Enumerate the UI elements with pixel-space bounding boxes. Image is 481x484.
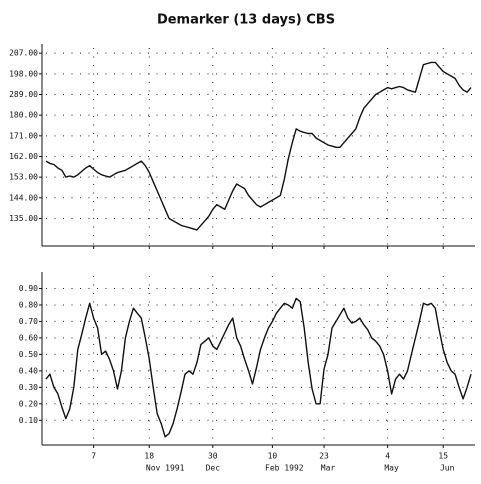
series-line: [45, 61, 472, 231]
x-tick-label: 23: [319, 452, 329, 461]
series-line: [45, 297, 472, 438]
y-tick-label: 0.60: [19, 333, 38, 342]
y-tick-label: 0.80: [19, 300, 38, 309]
x-tick-label: 18: [144, 452, 154, 461]
y-tick-label: 180.00: [9, 111, 38, 120]
y-tick-label: 0.40: [19, 366, 38, 375]
x-tick-label: 7: [91, 452, 96, 461]
month-label: Nov 1991: [146, 464, 185, 473]
y-tick-label: 162.00: [9, 152, 38, 161]
x-tick-label: 4: [385, 452, 390, 461]
month-label: Jun: [440, 464, 455, 473]
y-tick-label: 207.00: [9, 49, 38, 58]
month-label: Mar: [321, 464, 336, 473]
y-tick-label: 135.00: [9, 214, 38, 223]
y-tick-label: 171.00: [9, 131, 38, 140]
x-tick-label: 15: [438, 452, 448, 461]
y-tick-label: 0.10: [19, 416, 38, 425]
month-label: May: [384, 464, 399, 473]
y-tick-label: 198.00: [9, 69, 38, 78]
x-tick-label: 30: [208, 452, 218, 461]
y-tick-label: 0.20: [19, 399, 38, 408]
y-tick-label: 153.00: [9, 173, 38, 182]
y-tick-label: 289.00: [9, 90, 38, 99]
x-tick-label: 10: [268, 452, 278, 461]
month-label: Feb 1992: [265, 464, 304, 473]
chart-title: Demarker (13 days) CBS: [157, 13, 335, 28]
month-label: Dec: [206, 464, 221, 473]
y-tick-label: 144.00: [9, 193, 38, 202]
y-tick-label: 0.90: [19, 284, 38, 293]
y-tick-label: 0.50: [19, 350, 38, 359]
y-tick-label: 0.30: [19, 383, 38, 392]
y-tick-label: 0.70: [19, 317, 38, 326]
